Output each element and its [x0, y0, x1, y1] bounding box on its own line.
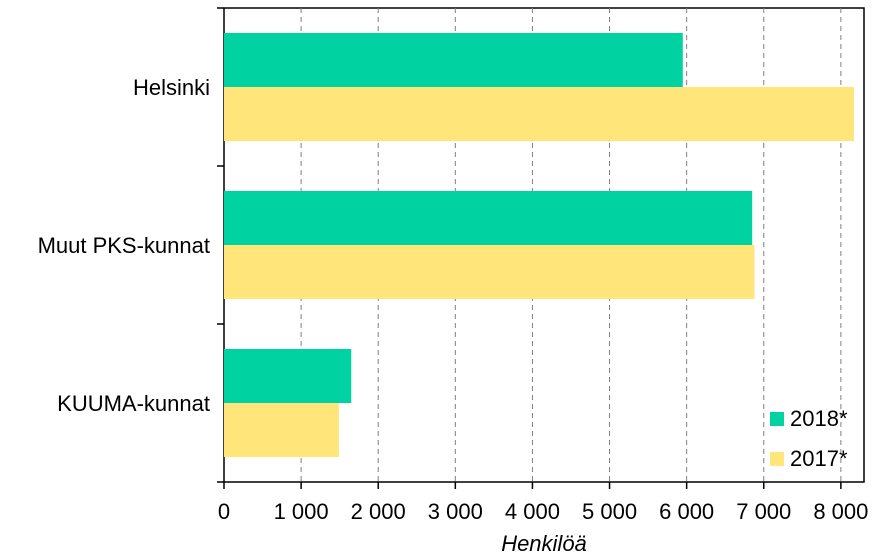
x-tick-label: 8 000	[813, 499, 868, 524]
x-tick-label: 4 000	[505, 499, 560, 524]
bar-series2	[224, 87, 854, 141]
x-tick-label: 1 000	[274, 499, 329, 524]
x-tick-label: 2 000	[351, 499, 406, 524]
legend: 2018* 2017*	[770, 406, 848, 471]
legend-label: 2018*	[790, 406, 848, 431]
legend-swatch	[770, 412, 784, 426]
x-tick-label: 6 000	[659, 499, 714, 524]
labels: 0 1 000 2 000 3 000 4 000 5 000 6 000 7 000 8 00…	[38, 75, 869, 524]
category-label: KUUMA-kunnat	[57, 391, 210, 416]
bar-series1	[224, 191, 753, 245]
category-label: Helsinki	[133, 75, 210, 100]
x-tick-label: 7 000	[736, 499, 791, 524]
category-label: Muut PKS-kunnat	[38, 233, 210, 258]
x-tick-label: 0	[218, 499, 230, 524]
axes	[217, 7, 842, 489]
bar-series1	[224, 349, 352, 403]
bar-series2	[224, 403, 339, 457]
bar-series1	[224, 33, 683, 87]
bars	[224, 33, 854, 457]
x-axis-label: Henkilöä	[501, 531, 587, 556]
x-tick-label: 5 000	[582, 499, 637, 524]
bar-series2	[224, 245, 755, 299]
legend-swatch	[770, 452, 784, 466]
x-tick-label: 3 000	[428, 499, 483, 524]
legend-label: 2017*	[790, 446, 848, 471]
